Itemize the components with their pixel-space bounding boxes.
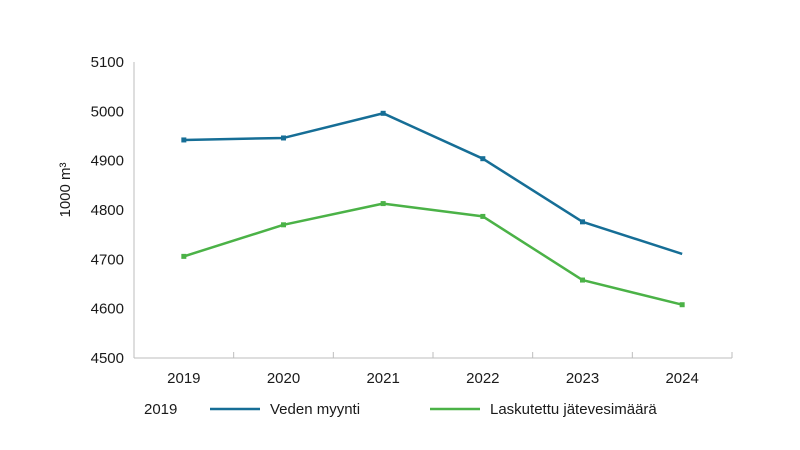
series-2 [181, 201, 685, 308]
series-line [183, 112, 683, 256]
legend: 2019 Veden myynti Laskutettu jätevesimäär… [144, 401, 657, 418]
data-point [281, 222, 286, 228]
data-point [679, 302, 685, 308]
x-tick-label: 2019 [167, 370, 200, 387]
x-axis: 2019 2020 2021 2022 2023 2024 [133, 352, 733, 387]
series-line [183, 202, 683, 306]
data-point [281, 135, 286, 141]
y-tick-label: 5000 [91, 103, 124, 120]
data-point [181, 137, 187, 143]
legend-prefix: 2019 [144, 401, 177, 418]
x-tick-label: 2020 [267, 370, 300, 387]
series-1 [181, 110, 683, 256]
legend-label: Veden myynti [270, 401, 360, 418]
y-tick-label: 4800 [91, 202, 124, 219]
data-point [480, 213, 486, 219]
x-tick-label: 2024 [665, 370, 698, 387]
y-axis-title: 1000 m³ [57, 162, 74, 217]
x-tick-label: 2022 [466, 370, 499, 387]
data-point [380, 201, 386, 207]
y-tick-label: 4500 [91, 350, 124, 367]
data-point [480, 156, 486, 162]
legend-label: Laskutettu jätevesimäärä [490, 401, 657, 418]
y-axis: 4500 4600 4700 4800 4900 5000 5100 [91, 54, 135, 367]
y-tick-label: 4700 [91, 251, 124, 268]
series-layer [181, 110, 685, 308]
data-point [580, 219, 585, 225]
y-tick-label: 4600 [91, 301, 124, 318]
data-point [181, 253, 187, 259]
x-tick-label: 2023 [566, 370, 599, 387]
y-tick-label: 5100 [91, 54, 124, 71]
y-tick-label: 4900 [91, 153, 124, 170]
data-point [380, 110, 386, 116]
data-point [580, 277, 585, 283]
x-tick-label: 2021 [366, 370, 399, 387]
